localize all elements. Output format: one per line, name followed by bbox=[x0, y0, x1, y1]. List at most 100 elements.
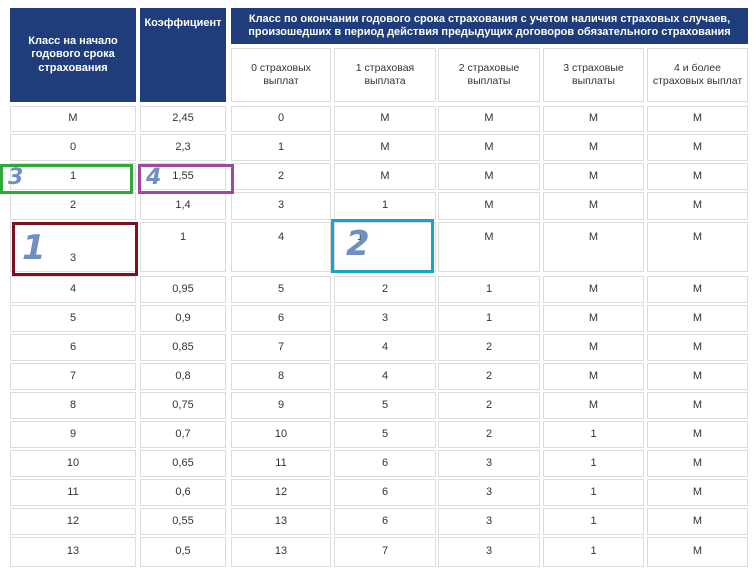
cell-class-1-payout: 4 bbox=[334, 363, 436, 390]
cell-class-1-payout: 6 bbox=[334, 508, 436, 535]
cell-class-1-payout: 5 bbox=[334, 421, 436, 448]
cell-class-2-payouts: М bbox=[438, 163, 540, 190]
cell-class-3-payouts: М bbox=[543, 334, 644, 361]
annotation-number-1: 1 bbox=[22, 228, 46, 268]
cell-class-3-payouts: М bbox=[543, 305, 644, 332]
cell-class-start: 7 bbox=[10, 363, 136, 390]
cell-class-4plus-payouts: М bbox=[647, 334, 748, 361]
cell-class-0-payouts: 2 bbox=[231, 163, 331, 190]
cell-class-4plus-payouts: М bbox=[647, 508, 748, 535]
header-class-end: Класс по окончании годового срока страхо… bbox=[231, 8, 748, 44]
annotation-box-2 bbox=[331, 219, 434, 273]
cell-class-1-payout: М bbox=[334, 134, 436, 161]
cell-class-1-payout: 4 bbox=[334, 334, 436, 361]
cell-coefficient: 0,7 bbox=[140, 421, 226, 448]
cell-class-0-payouts: 13 bbox=[231, 537, 331, 567]
cell-coefficient: 2,3 bbox=[140, 134, 226, 161]
cell-class-4plus-payouts: М bbox=[647, 192, 748, 220]
cell-coefficient: 2,45 bbox=[140, 106, 226, 132]
header-class-start: Класс на начало годового срока страхован… bbox=[10, 8, 136, 102]
cell-class-2-payouts: 3 bbox=[438, 450, 540, 477]
annotation-box-1 bbox=[12, 222, 138, 276]
cell-class-4plus-payouts: М bbox=[647, 222, 748, 272]
cell-coefficient: 0,9 bbox=[140, 305, 226, 332]
cell-class-0-payouts: 10 bbox=[231, 421, 331, 448]
cell-class-0-payouts: 3 bbox=[231, 192, 331, 220]
cell-coefficient: 1 bbox=[140, 222, 226, 272]
cell-class-2-payouts: 3 bbox=[438, 537, 540, 567]
cell-class-4plus-payouts: М bbox=[647, 392, 748, 419]
subheader-2-payouts: 2 страховые выплаты bbox=[438, 48, 540, 102]
cell-class-4plus-payouts: М bbox=[647, 363, 748, 390]
cell-class-3-payouts: 1 bbox=[543, 508, 644, 535]
cell-class-0-payouts: 9 bbox=[231, 392, 331, 419]
cell-class-1-payout: 6 bbox=[334, 450, 436, 477]
cell-class-start: 4 bbox=[10, 276, 136, 303]
cell-class-4plus-payouts: М bbox=[647, 134, 748, 161]
cell-class-0-payouts: 4 bbox=[231, 222, 331, 272]
cell-class-1-payout: 7 bbox=[334, 537, 436, 567]
cell-class-3-payouts: М bbox=[543, 392, 644, 419]
cell-class-0-payouts: 8 bbox=[231, 363, 331, 390]
cell-class-3-payouts: 1 bbox=[543, 479, 644, 506]
cell-class-start: М bbox=[10, 106, 136, 132]
cell-coefficient: 0,5 bbox=[140, 537, 226, 567]
cell-class-start: 2 bbox=[10, 192, 136, 220]
cell-class-0-payouts: 0 bbox=[231, 106, 331, 132]
cell-coefficient: 0,55 bbox=[140, 508, 226, 535]
cell-class-start: 13 bbox=[10, 537, 136, 567]
subheader-0-payouts: 0 страховых выплат bbox=[231, 48, 331, 102]
cell-class-2-payouts: 2 bbox=[438, 334, 540, 361]
cell-class-4plus-payouts: М bbox=[647, 450, 748, 477]
cell-class-3-payouts: 1 bbox=[543, 450, 644, 477]
cell-class-4plus-payouts: М bbox=[647, 276, 748, 303]
cell-class-2-payouts: М bbox=[438, 134, 540, 161]
cell-class-2-payouts: 2 bbox=[438, 363, 540, 390]
cell-class-4plus-payouts: М bbox=[647, 479, 748, 506]
cell-class-start: 0 bbox=[10, 134, 136, 161]
cell-class-3-payouts: 1 bbox=[543, 421, 644, 448]
cell-class-0-payouts: 7 bbox=[231, 334, 331, 361]
annotation-box-3 bbox=[0, 164, 133, 194]
cell-class-start: 1 bbox=[10, 163, 136, 190]
column-coefficient: Коэффициент 2,45 2,3 1,55 1,4 1 0,95 0,9 0,85 0,… bbox=[140, 8, 226, 570]
cell-class-1-payout: 3 bbox=[334, 305, 436, 332]
cell-class-2-payouts: 1 bbox=[438, 276, 540, 303]
cell-class-2-payouts: 1 bbox=[438, 305, 540, 332]
cell-class-start: 6 bbox=[10, 334, 136, 361]
cell-coefficient: 0,8 bbox=[140, 363, 226, 390]
cell-class-3-payouts: М bbox=[543, 163, 644, 190]
cell-class-2-payouts: 2 bbox=[438, 392, 540, 419]
cell-class-0-payouts: 6 bbox=[231, 305, 331, 332]
cell-class-3-payouts: М bbox=[543, 192, 644, 220]
cell-class-start: 5 bbox=[10, 305, 136, 332]
cell-coefficient: 1,4 bbox=[140, 192, 226, 220]
cell-coefficient: 0,65 bbox=[140, 450, 226, 477]
cell-class-1-payout: М bbox=[334, 163, 436, 190]
cell-class-4plus-payouts: М bbox=[647, 163, 748, 190]
cell-class-3-payouts: М bbox=[543, 276, 644, 303]
subheader-3-payouts: 3 страховые выплаты bbox=[543, 48, 644, 102]
cell-coefficient: 0,75 bbox=[140, 392, 226, 419]
annotation-number-3: 3 bbox=[8, 165, 24, 190]
cell-class-3-payouts: 1 bbox=[543, 537, 644, 567]
cell-class-start: 8 bbox=[10, 392, 136, 419]
subheader-1-payout: 1 страховая выплата bbox=[334, 48, 436, 102]
cell-class-start: 10 bbox=[10, 450, 136, 477]
cell-class-4plus-payouts: М bbox=[647, 537, 748, 567]
cell-class-0-payouts: 1 bbox=[231, 134, 331, 161]
cell-class-4plus-payouts: М bbox=[647, 421, 748, 448]
cell-class-1-payout: 6 bbox=[334, 479, 436, 506]
cell-class-0-payouts: 5 bbox=[231, 276, 331, 303]
cell-class-3-payouts: М bbox=[543, 363, 644, 390]
cell-class-4plus-payouts: М bbox=[647, 305, 748, 332]
cell-class-2-payouts: М bbox=[438, 106, 540, 132]
cell-class-3-payouts: М bbox=[543, 222, 644, 272]
cell-class-0-payouts: 11 bbox=[231, 450, 331, 477]
cell-class-start: 11 bbox=[10, 479, 136, 506]
cell-class-3-payouts: М bbox=[543, 106, 644, 132]
cell-class-start: 9 bbox=[10, 421, 136, 448]
